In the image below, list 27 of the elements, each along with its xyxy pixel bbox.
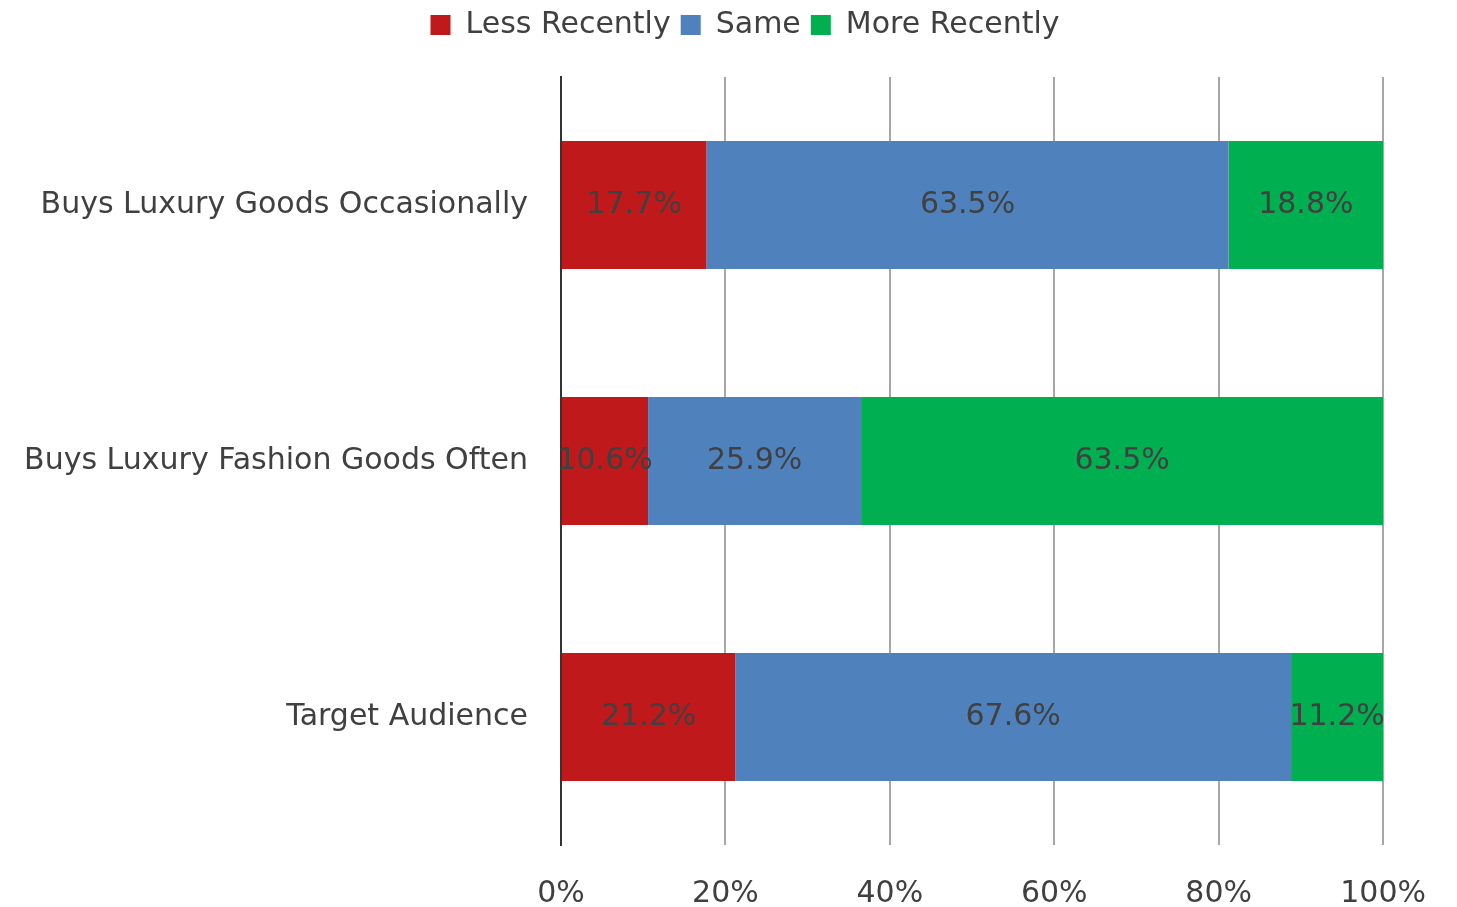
y-tick-label: Buys Luxury Fashion Goods Often: [24, 440, 528, 476]
legend-label: Less Recently: [465, 4, 671, 40]
y-tick-label: Target Audience: [285, 696, 528, 732]
y-tick-label: Buys Luxury Goods Occasionally: [40, 184, 528, 220]
bar: [1228, 141, 1384, 269]
bar: [1291, 653, 1384, 781]
data-label: 63.5%: [1074, 440, 1170, 476]
x-tick-label: 0%: [537, 873, 585, 907]
x-tick-label: 100%: [1340, 873, 1427, 907]
data-label: 25.9%: [706, 440, 803, 476]
bar: [562, 141, 707, 269]
bar: [706, 141, 1229, 269]
data-label: 67.6%: [965, 696, 1061, 732]
data-label: 18.8%: [1258, 184, 1354, 220]
x-tick-label: 20%: [692, 873, 759, 907]
x-tick-label: 80%: [1185, 873, 1253, 907]
data-label: 63.5%: [919, 184, 1016, 220]
legend-label: More Recently: [845, 4, 1060, 40]
bar: [735, 653, 1292, 781]
bar: [562, 653, 736, 781]
legend-label: Same: [715, 4, 801, 40]
data-label: 21.2%: [600, 696, 697, 732]
bar: [861, 397, 1384, 525]
data-label: 11.2%: [1289, 696, 1385, 732]
x-tick-label: 40%: [856, 873, 924, 907]
x-tick-label: 60%: [1020, 873, 1088, 907]
data-label: 17.7%: [586, 184, 682, 220]
